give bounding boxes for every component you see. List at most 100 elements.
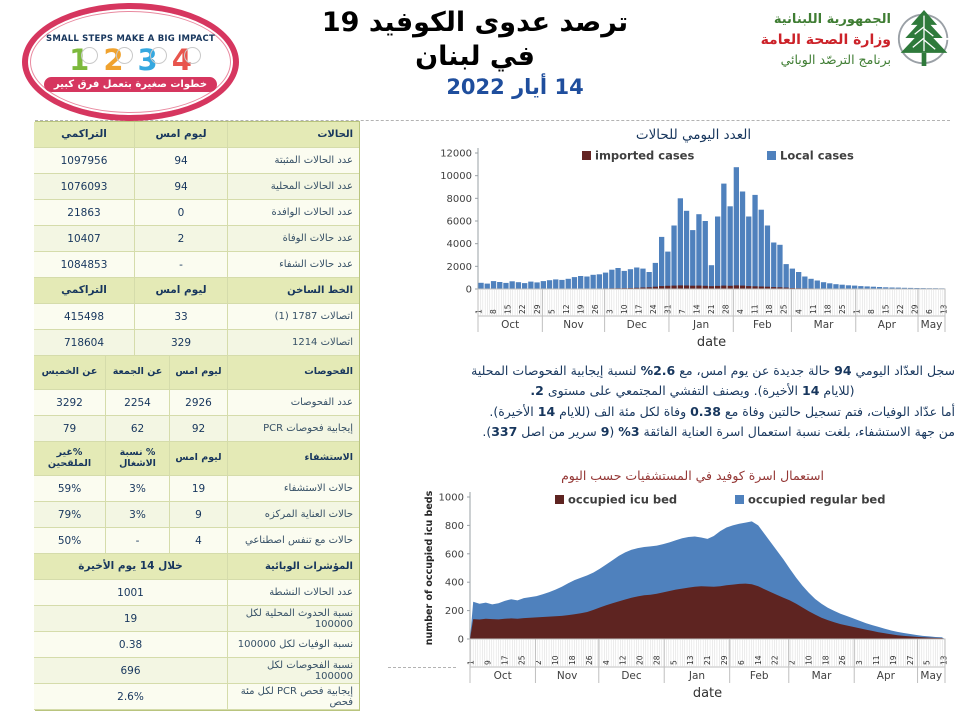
series-occupied-regular-bed [470,521,945,639]
svg-text:Apr: Apr [877,670,896,682]
table-cell-value: التراكمي [34,122,134,148]
svg-text:10: 10 [620,304,629,314]
table-row: نسبة الوفيات لكل 100000 0.38 [34,632,359,658]
table-row: عدد الحالات المحلية 94 1076093 [34,174,359,200]
svg-text:1: 1 [475,309,484,314]
table-row-label: حالات مع تنفس اصطناعي [227,528,359,554]
table-row: عدد الحالات النشطة 1001 [34,580,359,606]
table-header-row: الاستشفاء ليوم امس% نسبة الاشغال %غير المل… [34,442,359,476]
table-row: حالات الاستشفاء 19 3% 59% [34,476,359,502]
svg-text:May: May [921,319,943,331]
svg-text:17: 17 [635,304,644,314]
svg-text:occupied regular bed: occupied regular bed [748,493,885,507]
svg-text:25: 25 [517,655,526,665]
sticker-number-4: 4 [171,43,202,77]
table-cell-value: - [134,252,227,278]
table-cell-value: 79% [34,502,105,528]
svg-text:5: 5 [669,660,678,665]
table-cell-value: 1001 [34,580,227,606]
top-dashed-divider [35,120,950,121]
svg-text:4: 4 [736,309,745,314]
table-cell-value: %غير الملقحين [34,442,105,476]
svg-text:27: 27 [906,655,915,665]
ministry-logo-text: الجمهورية اللبنانية وزارة الصحة العامة ب… [761,10,891,69]
daily-cases-chart: العدد اليومي للحالات 0 2000 4000 6000 8000 10… [432,127,955,359]
svg-text:Feb: Feb [753,319,772,331]
sticker-number-2: 2 [103,43,133,77]
sticker-numbers: 1 2 3 4 [69,43,202,77]
table-row-label: اتصالات 1787 (1) [227,304,359,330]
svg-text:9: 9 [484,660,493,665]
table-row: إيجابية فحوصات PCR 92 62 79 [34,416,359,442]
svg-text:Feb: Feb [750,670,769,682]
table-cell-value: 9 [169,502,227,528]
table-cell-value: 94 [134,148,227,174]
svg-text:19: 19 [889,655,898,665]
table-cell-value: 0.38 [34,632,227,658]
bottom-dashed-divider [388,667,456,668]
logo-line-program: برنامج الترصّد الوبائي [780,51,891,67]
y-axis-label: number of occupied icu beds [424,490,435,645]
table-cell-value: 329 [134,330,227,356]
svg-text:12: 12 [562,304,571,314]
bed-chart-title: استعمال اسرة كوفيد في المستشفيات حسب الي… [561,468,824,483]
table-cell-value: ليوم امس [134,278,227,304]
svg-text:11: 11 [809,304,818,314]
svg-text:1: 1 [852,309,861,314]
table-cell-value: 21863 [34,200,134,226]
table-cell-value: 4 [169,528,227,554]
svg-text:21: 21 [707,304,716,314]
summary-line: سجل العدّاد اليومي 94 حالة جديدة عن يوم … [471,363,955,378]
table-row-label: المؤشرات الوبائية [227,554,359,580]
x-axis-label: date [693,686,722,701]
cedar-logo-icon [896,6,952,74]
svg-text:Dec: Dec [627,319,648,331]
table-row-label: عدد الحالات المثبتة [227,148,359,174]
summary-line: (للايام 14 الأخيرة). ويصنف التفشي المجتم… [530,383,855,399]
bed-occupancy-chart-svg: 0 200 400 600 800 1000 number of occupied icu … [424,490,949,701]
bed-occupancy-chart: 0 200 400 600 800 1000 number of occupied icu … [420,487,955,716]
table-row-label: الاستشفاء [227,442,359,476]
table-row-label: الحالات [227,122,359,148]
table-cell-value: 19 [34,606,227,632]
svg-text:Mar: Mar [812,670,832,682]
svg-text:28: 28 [722,304,731,314]
svg-text:Mar: Mar [814,319,834,331]
table-header-row: الحالات ليوم امس التراكمي [34,122,359,148]
table-row-label: الخط الساخن [227,278,359,304]
svg-text:Nov: Nov [557,670,578,682]
svg-text:29: 29 [533,304,542,314]
table-cell-value: 10407 [34,226,134,252]
svg-text:800: 800 [445,521,464,532]
svg-text:imported cases: imported cases [595,149,694,163]
svg-text:13: 13 [686,655,695,665]
svg-text:26: 26 [838,655,847,665]
table-cell-value: التراكمي [34,278,134,304]
table-cell-value: ليوم امس [169,356,227,390]
table-cell-value: - [105,528,169,554]
svg-text:28: 28 [652,655,661,665]
table-row-label: إيجابية فحوصات PCR [227,416,359,442]
svg-text:18: 18 [823,304,832,314]
table-row: حالات العناية المركزه 9 3% 79% [34,502,359,528]
svg-text:Apr: Apr [878,319,897,331]
table-row: إيجابية فحص PCR لكل مئة فحص 2.6% [34,684,359,710]
svg-text:29: 29 [911,304,920,314]
svg-text:14: 14 [754,655,763,665]
svg-text:12: 12 [619,655,628,665]
svg-text:18: 18 [765,304,774,314]
table-cell-value: عن الجمعة [105,356,169,390]
svg-text:3: 3 [855,660,864,665]
svg-text:May: May [920,670,942,682]
sticker-slogan-en: SMALL STEPS MAKE A BIG IMPACT [46,34,215,44]
svg-text:11: 11 [872,655,881,665]
table-row: عدد الحالات المثبتة 94 1097956 [34,148,359,174]
svg-text:2: 2 [534,660,543,665]
svg-text:15: 15 [504,304,513,314]
svg-text:Nov: Nov [563,319,584,331]
table-cell-value: 1097956 [34,148,134,174]
svg-text:22: 22 [518,304,527,314]
table-cell-value: 2926 [169,390,227,416]
table-row: عدد حالات الوفاة 2 10407 [34,226,359,252]
table-row-label: عدد الفحوصات [227,390,359,416]
